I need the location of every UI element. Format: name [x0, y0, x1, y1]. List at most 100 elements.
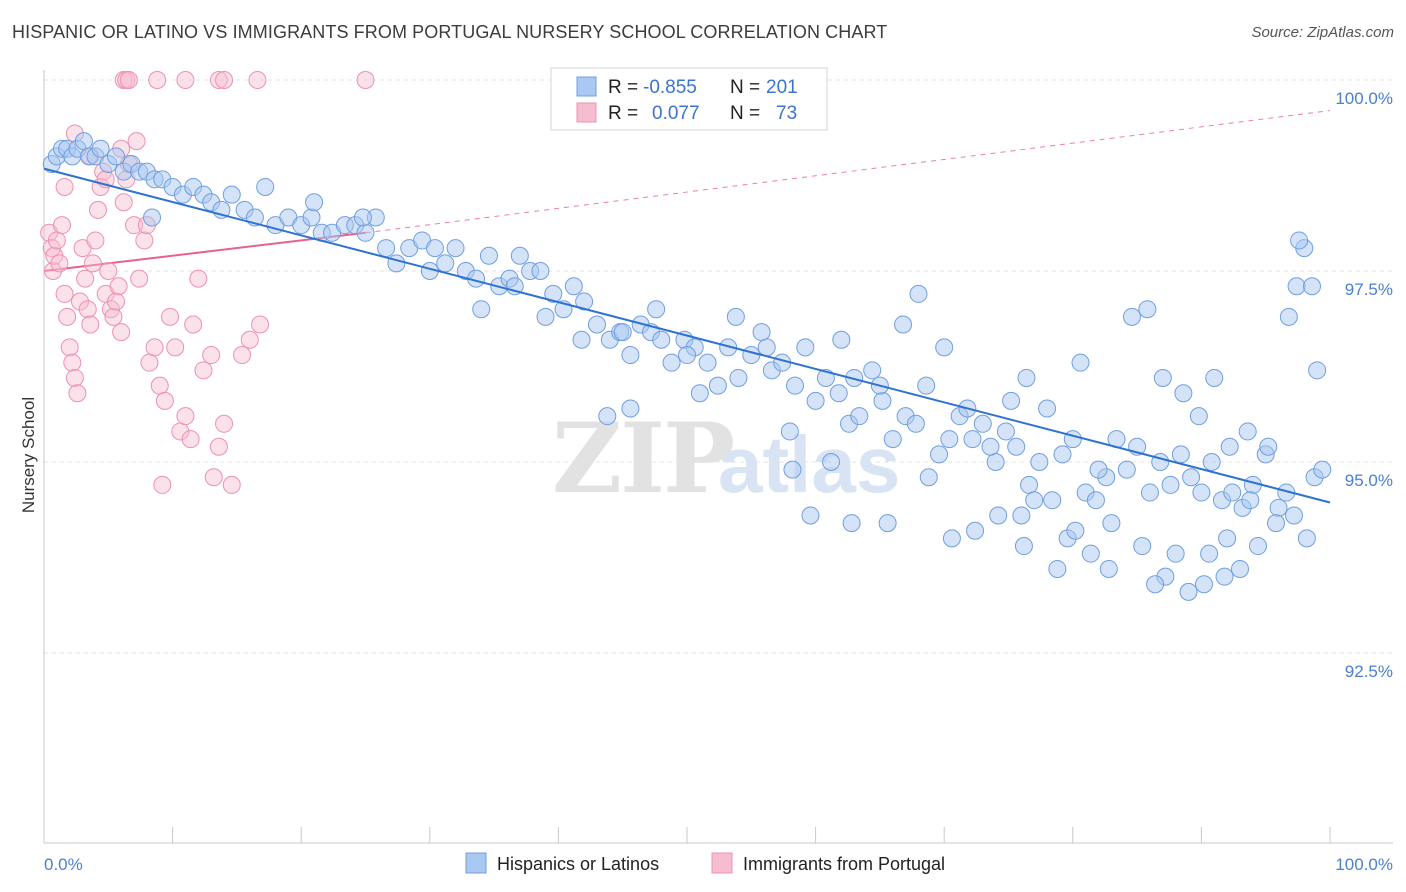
data-point-hispanic — [1025, 491, 1044, 510]
data-point-hispanic — [572, 330, 591, 349]
data-point-portugal — [44, 262, 63, 280]
data-point-hispanic — [652, 330, 671, 349]
data-point-hispanic — [1161, 475, 1180, 494]
legend-n-label-1: N = — [730, 77, 760, 98]
data-point-hispanic — [377, 239, 396, 258]
series-hispanics-or-latinos — [42, 132, 1332, 601]
data-point-hispanic — [981, 437, 1000, 456]
data-point-hispanic — [1081, 544, 1100, 563]
data-point-hispanic — [1284, 506, 1303, 525]
legend-r-value-2: 0.077 — [652, 103, 700, 124]
data-point-portugal — [145, 338, 164, 357]
data-point-hispanic — [986, 453, 1005, 471]
data-point-hispanic — [963, 430, 982, 449]
data-point-hispanic — [662, 353, 681, 372]
data-point-portugal — [125, 216, 144, 235]
data-point-hispanic — [917, 376, 936, 395]
data-point-hispanic — [1071, 353, 1090, 372]
data-point-portugal — [181, 430, 200, 449]
data-point-hispanic — [1063, 430, 1082, 449]
data-point-hispanic — [1313, 460, 1332, 479]
data-point-hispanic — [1030, 453, 1049, 471]
source-credit: Source: ZipAtlas.com — [1251, 24, 1394, 41]
y-tick-label: 100.0% — [1335, 89, 1393, 108]
data-point-hispanic — [1220, 437, 1239, 456]
legend-n-value-2: 73 — [776, 103, 797, 124]
data-point-hispanic — [1182, 468, 1201, 487]
data-point-hispanic — [1290, 231, 1309, 250]
data-point-hispanic — [1215, 567, 1234, 586]
data-point-hispanic — [1279, 307, 1298, 326]
data-point-hispanic — [757, 338, 776, 357]
data-point-hispanic — [935, 338, 954, 357]
data-point-hispanic — [107, 147, 126, 166]
data-point-hispanic — [1223, 483, 1242, 502]
data-point-hispanic — [719, 338, 738, 357]
data-point-hispanic — [544, 284, 563, 303]
data-point-portugal — [140, 353, 159, 372]
data-point-portugal — [68, 384, 87, 403]
x-tick-label-min: 0.0% — [44, 855, 83, 874]
data-point-portugal — [240, 330, 259, 349]
data-point-portugal — [78, 300, 97, 319]
data-point-hispanic — [1248, 537, 1267, 556]
data-point-portugal — [184, 315, 203, 334]
data-point-hispanic — [1038, 399, 1057, 418]
data-point-hispanic — [425, 239, 444, 258]
data-point-portugal — [112, 323, 131, 342]
data-point-hispanic — [989, 506, 1008, 525]
data-point-portugal — [76, 269, 95, 288]
data-point-hispanic — [1122, 307, 1141, 326]
data-point-portugal — [55, 177, 74, 196]
data-point-hispanic — [256, 177, 275, 196]
data-point-hispanic — [1020, 475, 1039, 494]
data-point-hispanic — [842, 514, 861, 533]
bottom-legend-label-hispanics: Hispanics or Latinos — [497, 854, 659, 874]
series-immigrants-from-portugal — [40, 71, 375, 494]
y-tick-label: 97.5% — [1345, 280, 1393, 299]
data-point-hispanic — [780, 422, 799, 441]
data-point-portugal — [53, 216, 72, 235]
legend-n-label-2: N = — [730, 103, 760, 124]
data-point-portugal — [135, 231, 154, 250]
data-point-hispanic — [690, 384, 709, 403]
data-point-portugal — [148, 71, 167, 89]
data-point-portugal — [83, 254, 102, 273]
data-point-portugal — [99, 262, 118, 280]
data-point-portugal — [86, 231, 105, 250]
data-point-hispanic — [729, 368, 748, 387]
data-point-hispanic — [752, 323, 771, 342]
data-point-hispanic — [698, 353, 717, 372]
data-point-portugal — [251, 315, 270, 334]
data-point-hispanic — [873, 391, 892, 410]
data-point-hispanic — [1218, 529, 1237, 548]
data-point-hispanic — [796, 338, 815, 357]
data-point-hispanic — [1200, 544, 1219, 563]
data-point-hispanic — [1102, 514, 1121, 533]
data-point-hispanic — [1287, 277, 1306, 296]
data-point-hispanic — [742, 346, 761, 365]
data-point-portugal — [215, 71, 234, 89]
data-point-hispanic — [1017, 368, 1036, 387]
data-point-hispanic — [531, 262, 550, 280]
legend-box — [550, 67, 828, 131]
data-point-hispanic — [1189, 407, 1208, 426]
data-point-hispanic — [446, 239, 465, 258]
data-point-portugal — [215, 414, 234, 433]
data-point-hispanic — [996, 422, 1015, 441]
data-point-hispanic — [1174, 384, 1193, 403]
data-point-hispanic — [621, 399, 640, 418]
data-point-hispanic — [587, 315, 606, 334]
data-point-hispanic — [647, 300, 666, 319]
y-tick-label: 95.0% — [1345, 471, 1393, 490]
data-point-hispanic — [575, 292, 594, 311]
chart-title: HISPANIC OR LATINO VS IMMIGRANTS FROM PO… — [12, 22, 888, 42]
data-point-hispanic — [1241, 491, 1260, 510]
data-point-hispanic — [1014, 537, 1033, 556]
data-point-hispanic — [1089, 460, 1108, 479]
y-axis-labels: 92.5% 95.0% 97.5% 100.0% — [1335, 89, 1393, 681]
data-point-portugal — [71, 292, 90, 311]
data-point-hispanic — [436, 254, 455, 273]
data-point-hispanic — [356, 223, 375, 242]
data-point-hispanic — [1048, 559, 1067, 578]
